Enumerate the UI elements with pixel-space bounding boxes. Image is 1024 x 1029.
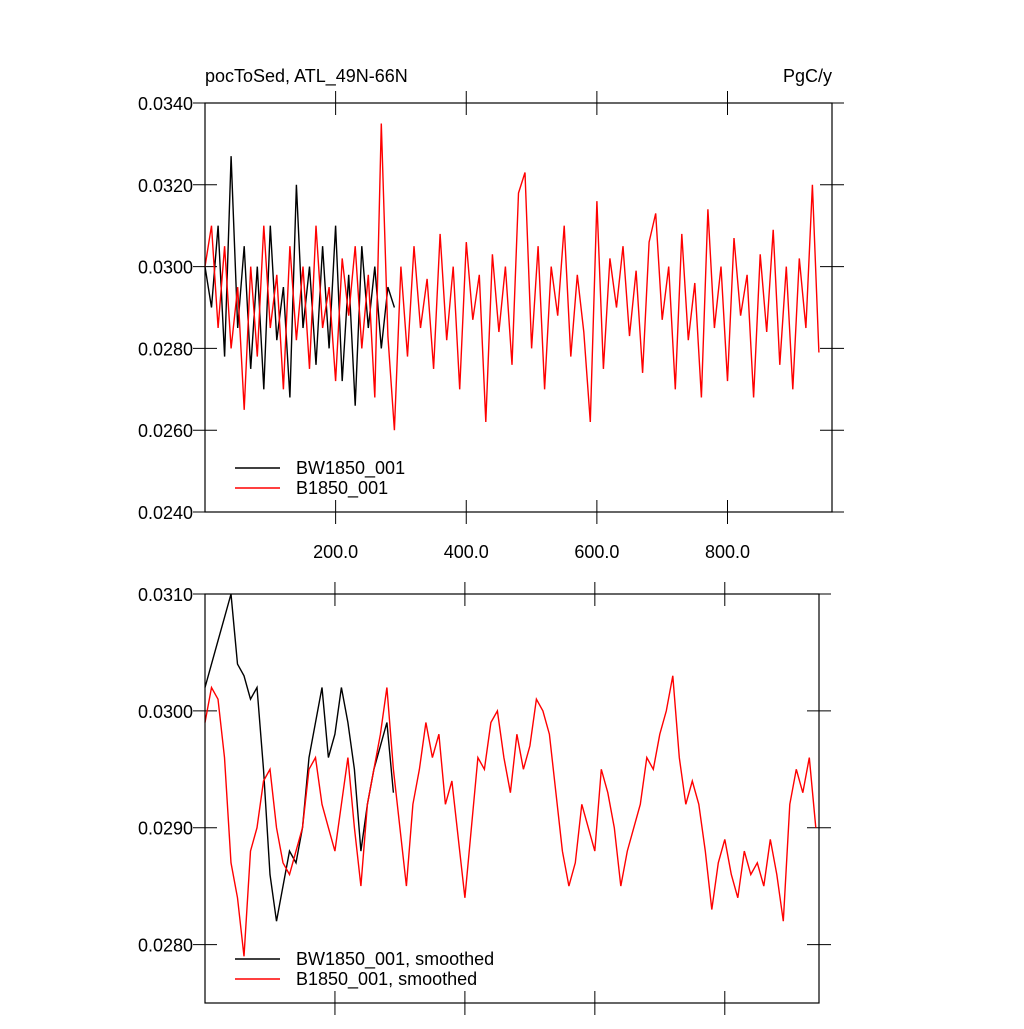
- x-tick-label: 800.0: [705, 542, 750, 562]
- y-tick-label: 0.0340: [138, 94, 193, 114]
- units-label: PgC/y: [783, 66, 832, 86]
- data-line: [204, 156, 396, 406]
- y-tick-label: 0.0280: [138, 936, 193, 956]
- y-tick-label: 0.0300: [138, 258, 193, 278]
- y-tick-label: 0.0290: [138, 819, 193, 839]
- x-tick-label: 200.0: [313, 542, 358, 562]
- data-line: [204, 675, 817, 957]
- y-tick-label: 0.0240: [138, 503, 193, 523]
- plot-frame: [204, 593, 820, 1004]
- legend-label: BW1850_001: [296, 458, 405, 479]
- x-tick-label: 600.0: [574, 542, 619, 562]
- y-tick-label: 0.0260: [138, 421, 193, 441]
- data-line: [204, 123, 820, 431]
- data-line: [204, 593, 395, 922]
- chart-title: pocToSed, ATL_49N-66N: [205, 66, 408, 87]
- y-tick-label: 0.0320: [138, 176, 193, 196]
- y-tick-label: 0.0310: [138, 585, 193, 605]
- legend-label: B1850_001, smoothed: [296, 969, 477, 990]
- plot-frame: [204, 102, 833, 513]
- y-tick-label: 0.0300: [138, 702, 193, 722]
- legend-label: BW1850_001, smoothed: [296, 949, 494, 970]
- legend-label: B1850_001: [296, 478, 388, 499]
- x-tick-label: 400.0: [444, 542, 489, 562]
- y-tick-label: 0.0280: [138, 339, 193, 359]
